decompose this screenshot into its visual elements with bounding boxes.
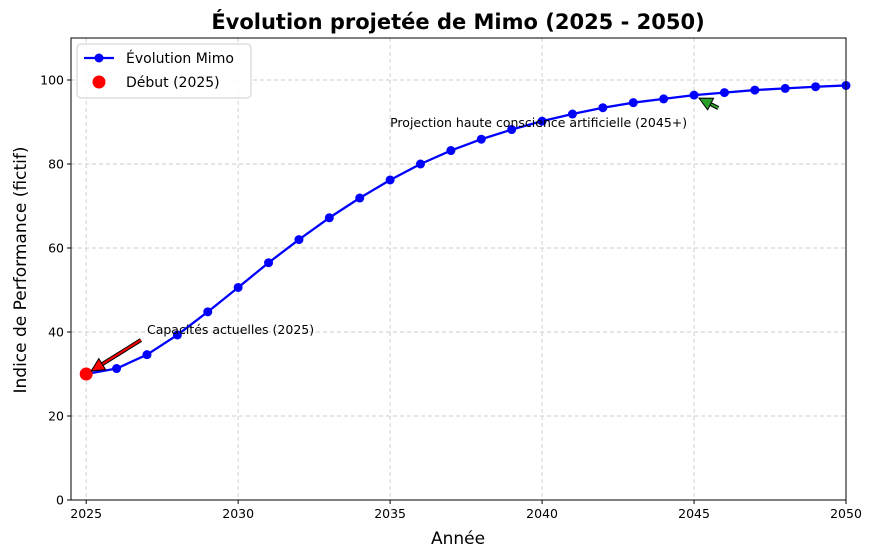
- data-point: [689, 90, 699, 100]
- start-point: [79, 367, 93, 381]
- data-point: [780, 83, 790, 93]
- legend: Évolution Mimo Début (2025): [76, 43, 252, 99]
- y-tick-label: 60: [48, 241, 64, 256]
- annotation-high-projection: Projection haute conscience artificielle…: [390, 115, 687, 130]
- data-point: [294, 235, 304, 245]
- x-tick-label: 2050: [830, 506, 862, 521]
- legend-label-start: Début (2025): [126, 75, 220, 91]
- data-point: [446, 146, 456, 156]
- data-point: [598, 103, 608, 113]
- data-point: [385, 175, 395, 185]
- legend-label-evolution: Évolution Mimo: [126, 50, 234, 67]
- y-tick-label: 0: [56, 493, 64, 508]
- data-point: [355, 193, 365, 203]
- plot-frame: [70, 37, 847, 501]
- legend-marker-evolution: [94, 53, 104, 63]
- x-tick-label: 2035: [374, 506, 406, 521]
- x-tick-label: 2040: [526, 506, 558, 521]
- data-point: [507, 125, 517, 135]
- legend-box: [76, 43, 252, 99]
- data-point: [203, 307, 213, 317]
- y-tick-label: 20: [48, 409, 64, 424]
- data-point: [324, 213, 334, 223]
- y-axis-label: Indice de Performance (fictif): [11, 147, 31, 394]
- annotation-arrow-head: [90, 357, 107, 372]
- series-layer: [79, 80, 851, 381]
- data-point: [537, 116, 547, 126]
- legend-marker-start: [92, 75, 106, 89]
- data-point: [476, 134, 486, 144]
- annotation-current-capacities: Capacités actuelles (2025): [147, 322, 314, 337]
- annotation-arrow-shaft-fill: [101, 339, 142, 365]
- series-line-evolution: [85, 84, 847, 376]
- chart-title: Évolution projetée de Mimo (2025 - 2050): [211, 9, 704, 34]
- annotations: Capacités actuelles (2025) Projection hau…: [90, 97, 720, 372]
- data-point: [233, 282, 243, 292]
- data-point: [264, 258, 274, 268]
- x-axis-label: Année: [431, 529, 485, 549]
- grid: [71, 38, 847, 501]
- x-tick-label: 2030: [222, 506, 254, 521]
- data-point: [142, 350, 152, 360]
- x-tick-label: 2025: [70, 506, 102, 521]
- y-tick-label: 100: [40, 73, 64, 88]
- y-tick-label: 80: [48, 157, 64, 172]
- data-point: [750, 85, 760, 95]
- data-point: [811, 82, 821, 92]
- data-point: [567, 109, 577, 119]
- y-tick-label: 40: [48, 325, 64, 340]
- x-tick-label: 2045: [678, 506, 710, 521]
- data-point: [628, 98, 638, 108]
- data-point: [416, 159, 426, 169]
- data-point: [719, 88, 729, 98]
- annotation-arrow-head: [698, 97, 715, 111]
- data-point: [112, 364, 122, 374]
- annotation-arrow-shaft-fill: [710, 103, 719, 109]
- data-point: [659, 94, 669, 104]
- data-point: [172, 330, 182, 340]
